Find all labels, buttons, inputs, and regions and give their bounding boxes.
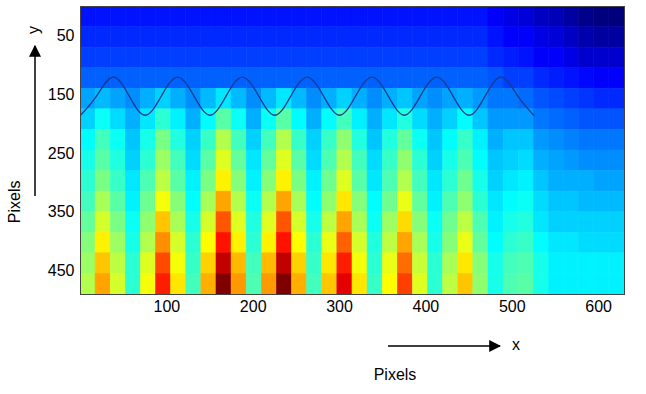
svg-text:200: 200 xyxy=(240,298,267,315)
svg-text:x: x xyxy=(512,336,520,353)
svg-text:250: 250 xyxy=(48,145,75,162)
svg-text:350: 350 xyxy=(48,203,75,220)
svg-text:Pixels: Pixels xyxy=(374,366,417,383)
svg-text:100: 100 xyxy=(153,298,180,315)
svg-text:Pixels: Pixels xyxy=(6,180,23,223)
svg-text:500: 500 xyxy=(499,298,526,315)
svg-text:450: 450 xyxy=(48,262,75,279)
svg-text:y: y xyxy=(25,26,42,34)
svg-text:300: 300 xyxy=(326,298,353,315)
svg-text:50: 50 xyxy=(57,27,75,44)
svg-text:150: 150 xyxy=(48,86,75,103)
svg-text:600: 600 xyxy=(585,298,612,315)
svg-text:400: 400 xyxy=(413,298,440,315)
